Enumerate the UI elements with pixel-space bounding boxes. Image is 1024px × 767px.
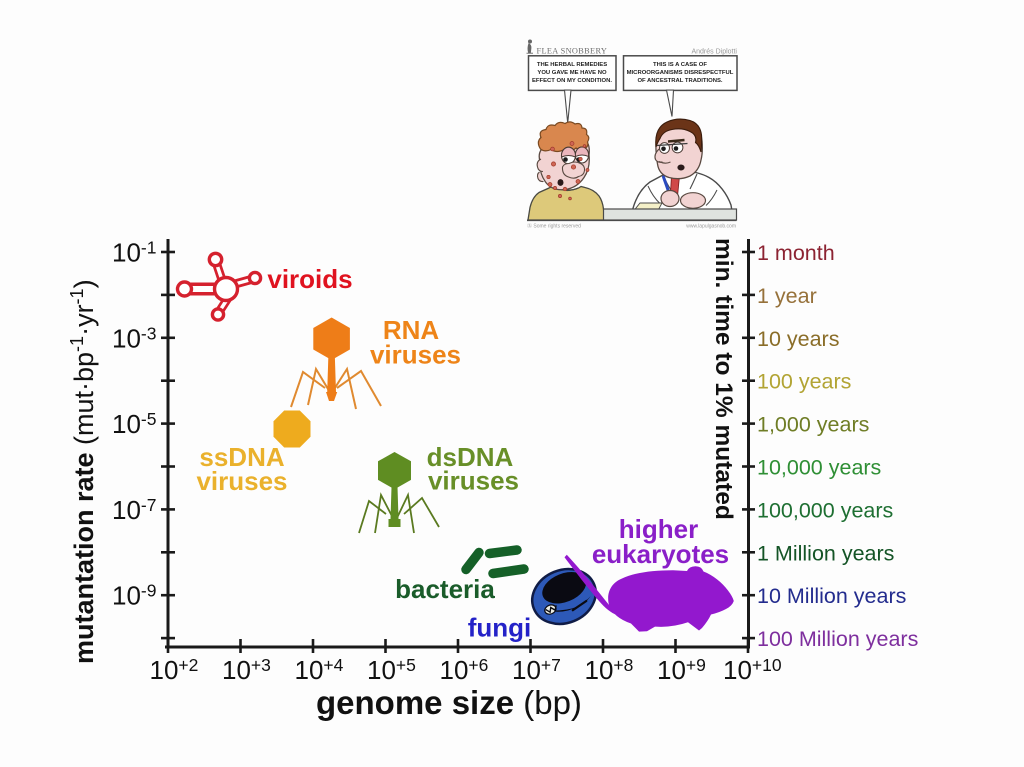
svg-text:10-7: 10-7 — [112, 495, 156, 525]
svg-text:10+9: 10+9 — [657, 655, 706, 685]
svg-text:1,000 years: 1,000 years — [757, 413, 869, 437]
svg-text:100 years: 100 years — [757, 370, 851, 394]
svg-text:YOU GAVE ME HAVE NO: YOU GAVE ME HAVE NO — [537, 70, 607, 76]
svg-text:Ⓢ Some rights reserved: Ⓢ Some rights reserved — [527, 223, 581, 230]
svg-text:min. time to 1% mutated: min. time to 1% mutated — [710, 238, 737, 520]
svg-text:OF ANCESTRAL TRADITIONS.: OF ANCESTRAL TRADITIONS. — [637, 78, 722, 84]
svg-text:10 years: 10 years — [757, 327, 839, 351]
svg-text:viruses: viruses — [370, 340, 461, 370]
svg-text:10+6: 10+6 — [440, 655, 489, 685]
svg-text:ssDNA: ssDNA — [199, 442, 284, 472]
svg-text:FLEA SNOBBERY: FLEA SNOBBERY — [537, 47, 608, 56]
svg-text:eukaryotes: eukaryotes — [592, 539, 729, 569]
svg-text:10+3: 10+3 — [222, 655, 271, 685]
svg-text:10+10: 10+10 — [723, 655, 782, 685]
svg-text:10-9: 10-9 — [112, 581, 156, 611]
svg-text:genome size (bp): genome size (bp) — [316, 684, 582, 721]
svg-text:higher: higher — [619, 514, 698, 544]
svg-text:10+5: 10+5 — [367, 655, 416, 685]
svg-text:10-1: 10-1 — [112, 238, 156, 268]
svg-text:1 month: 1 month — [757, 241, 835, 265]
svg-text:bacteria: bacteria — [395, 574, 495, 604]
svg-text:Andrés Diplotti: Andrés Diplotti — [691, 49, 737, 56]
svg-text:dsDNA: dsDNA — [427, 442, 514, 472]
svg-text:10+7: 10+7 — [512, 655, 561, 685]
svg-text:fungi: fungi — [468, 613, 532, 643]
svg-text:1 year: 1 year — [757, 284, 817, 308]
svg-text:viruses: viruses — [196, 466, 287, 496]
svg-text:10-3: 10-3 — [112, 323, 156, 353]
svg-text:10-5: 10-5 — [112, 409, 156, 439]
svg-text:viruses: viruses — [428, 466, 519, 496]
svg-text:THIS IS A CASE OF: THIS IS A CASE OF — [653, 62, 707, 68]
svg-text:mutantation rate (mut·bp-1·yr-: mutantation rate (mut·bp-1·yr-1) — [67, 279, 99, 664]
svg-text:EFFECT ON MY CONDITION.: EFFECT ON MY CONDITION. — [532, 78, 612, 84]
svg-text:THE HERBAL REMEDIES: THE HERBAL REMEDIES — [537, 62, 607, 68]
svg-text:RNA: RNA — [383, 315, 440, 345]
svg-text:10,000 years: 10,000 years — [757, 456, 881, 480]
svg-text:10 Million years: 10 Million years — [757, 584, 906, 608]
svg-text:1 Million years: 1 Million years — [757, 541, 894, 565]
svg-text:viroids: viroids — [267, 264, 352, 294]
svg-text:10+8: 10+8 — [585, 655, 634, 685]
svg-text:www.lapulgasnob.com: www.lapulgasnob.com — [686, 224, 736, 230]
svg-text:100 Million years: 100 Million years — [757, 627, 918, 651]
svg-text:100,000 years: 100,000 years — [757, 498, 893, 522]
svg-text:MICROORGANISMS DISRESPECTFUL: MICROORGANISMS DISRESPECTFUL — [627, 70, 734, 76]
svg-text:10+4: 10+4 — [295, 655, 344, 685]
svg-text:10+2: 10+2 — [150, 655, 199, 685]
